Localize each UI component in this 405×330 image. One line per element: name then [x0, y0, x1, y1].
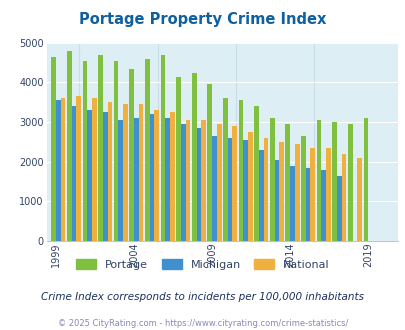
Bar	[123, 104, 128, 241]
Bar	[258, 150, 263, 241]
Bar	[301, 136, 305, 241]
Bar	[160, 55, 165, 241]
Bar	[347, 124, 352, 241]
Bar	[134, 118, 139, 241]
Bar	[321, 170, 325, 241]
Bar	[51, 57, 56, 241]
Bar	[92, 98, 96, 241]
Bar	[316, 120, 321, 241]
Bar	[145, 59, 149, 241]
Bar	[165, 118, 170, 241]
Bar	[285, 124, 290, 241]
Bar	[196, 128, 201, 241]
Bar	[207, 84, 212, 241]
Bar	[269, 118, 274, 241]
Bar	[201, 120, 205, 241]
Bar	[332, 122, 336, 241]
Bar	[254, 106, 258, 241]
Bar	[356, 158, 361, 241]
Bar	[61, 98, 65, 241]
Text: Crime Index corresponds to incidents per 100,000 inhabitants: Crime Index corresponds to incidents per…	[41, 292, 364, 302]
Legend: Portage, Michigan, National: Portage, Michigan, National	[72, 255, 333, 274]
Bar	[129, 69, 134, 241]
Bar	[247, 132, 252, 241]
Bar	[274, 160, 279, 241]
Bar	[76, 96, 81, 241]
Bar	[216, 124, 221, 241]
Bar	[238, 100, 243, 241]
Bar	[294, 144, 299, 241]
Bar	[212, 136, 216, 241]
Bar	[232, 126, 237, 241]
Bar	[185, 120, 190, 241]
Bar	[222, 98, 227, 241]
Bar	[67, 51, 72, 241]
Bar	[56, 100, 61, 241]
Text: © 2025 CityRating.com - https://www.cityrating.com/crime-statistics/: © 2025 CityRating.com - https://www.city…	[58, 319, 347, 328]
Bar	[290, 166, 294, 241]
Bar	[325, 148, 330, 241]
Bar	[139, 104, 143, 241]
Bar	[263, 138, 268, 241]
Bar	[113, 61, 118, 241]
Bar	[87, 110, 92, 241]
Bar	[82, 61, 87, 241]
Bar	[72, 106, 76, 241]
Bar	[102, 112, 107, 241]
Bar	[305, 168, 310, 241]
Bar	[341, 154, 345, 241]
Bar	[181, 124, 185, 241]
Bar	[98, 55, 102, 241]
Bar	[310, 148, 314, 241]
Bar	[170, 112, 174, 241]
Bar	[192, 73, 196, 241]
Bar	[107, 102, 112, 241]
Bar	[336, 176, 341, 241]
Bar	[176, 77, 181, 241]
Bar	[279, 142, 283, 241]
Text: Portage Property Crime Index: Portage Property Crime Index	[79, 12, 326, 26]
Bar	[362, 118, 367, 241]
Bar	[227, 138, 232, 241]
Bar	[243, 140, 247, 241]
Bar	[154, 110, 159, 241]
Bar	[149, 114, 154, 241]
Bar	[118, 120, 123, 241]
